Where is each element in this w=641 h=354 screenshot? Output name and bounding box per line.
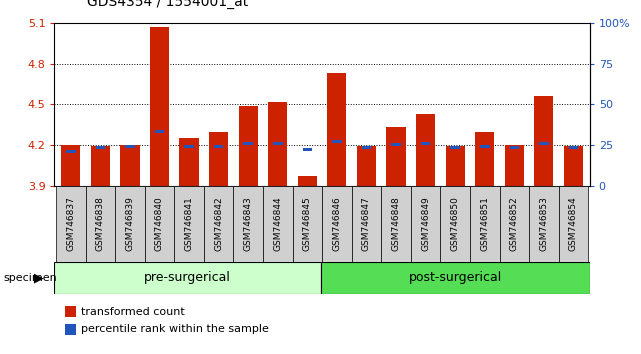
Bar [150, 27, 169, 186]
Bar [539, 142, 549, 145]
Bar [121, 145, 140, 186]
Bar [303, 148, 312, 151]
Text: GSM746846: GSM746846 [333, 196, 342, 251]
Text: GSM746854: GSM746854 [569, 196, 578, 251]
Bar [451, 146, 460, 149]
Text: GSM746838: GSM746838 [96, 196, 105, 251]
Bar [96, 146, 105, 149]
Bar [381, 186, 411, 262]
Bar [154, 130, 164, 133]
Bar [66, 150, 76, 153]
Bar [322, 186, 352, 262]
Bar [328, 73, 347, 186]
Text: GSM746839: GSM746839 [126, 196, 135, 251]
Bar [179, 138, 199, 186]
Text: GDS4354 / 1554001_at: GDS4354 / 1554001_at [87, 0, 248, 9]
Bar [238, 106, 258, 186]
Bar [204, 186, 233, 262]
Bar [440, 186, 470, 262]
Bar [65, 306, 76, 317]
Bar [332, 140, 342, 143]
Text: GSM746848: GSM746848 [392, 196, 401, 251]
Bar [233, 186, 263, 262]
Bar [61, 145, 80, 186]
Text: GSM746845: GSM746845 [303, 196, 312, 251]
Bar [209, 132, 228, 186]
Bar [273, 142, 283, 144]
Text: GSM746853: GSM746853 [539, 196, 549, 251]
Bar [362, 146, 371, 149]
Bar [569, 146, 578, 149]
Text: GSM746842: GSM746842 [214, 196, 223, 251]
Bar [499, 186, 529, 262]
Text: specimen: specimen [3, 273, 57, 283]
Bar [564, 147, 583, 186]
Bar [411, 186, 440, 262]
Bar [263, 186, 292, 262]
Bar [214, 145, 224, 148]
Bar [65, 324, 76, 335]
Bar [445, 147, 465, 186]
Bar [320, 262, 590, 294]
Text: ▶: ▶ [33, 272, 44, 284]
Bar [85, 186, 115, 262]
Bar [470, 186, 499, 262]
Bar [268, 102, 287, 186]
Text: GSM746852: GSM746852 [510, 196, 519, 251]
Text: GSM746849: GSM746849 [421, 196, 430, 251]
Bar [184, 145, 194, 148]
Text: percentile rank within the sample: percentile rank within the sample [81, 324, 269, 334]
Bar [125, 145, 135, 148]
Bar [145, 186, 174, 262]
Bar [510, 146, 519, 149]
Bar [480, 145, 490, 148]
Bar [387, 127, 406, 186]
Bar [559, 186, 588, 262]
Bar [391, 143, 401, 146]
Text: GSM746844: GSM746844 [273, 196, 282, 251]
Bar [91, 147, 110, 186]
Bar [475, 132, 494, 186]
Text: transformed count: transformed count [81, 307, 185, 316]
Bar [529, 186, 559, 262]
Text: GSM746851: GSM746851 [480, 196, 489, 251]
Bar [174, 186, 204, 262]
Text: GSM746850: GSM746850 [451, 196, 460, 251]
Bar [416, 114, 435, 186]
Bar [420, 142, 430, 145]
Bar [535, 96, 553, 186]
Bar [115, 186, 145, 262]
Bar [357, 147, 376, 186]
Text: GSM746840: GSM746840 [155, 196, 164, 251]
Text: GSM746847: GSM746847 [362, 196, 371, 251]
Bar [504, 145, 524, 186]
Bar [54, 262, 320, 294]
Bar [244, 142, 253, 145]
Bar [292, 186, 322, 262]
Text: GSM746841: GSM746841 [185, 196, 194, 251]
Text: GSM746837: GSM746837 [66, 196, 75, 251]
Text: pre-surgerical: pre-surgerical [144, 272, 231, 284]
Bar [297, 176, 317, 186]
Text: post-surgerical: post-surgerical [408, 272, 502, 284]
Text: GSM746843: GSM746843 [244, 196, 253, 251]
Bar [352, 186, 381, 262]
Bar [56, 186, 85, 262]
